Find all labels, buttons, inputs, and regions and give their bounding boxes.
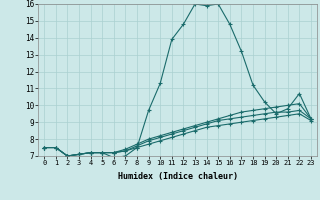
X-axis label: Humidex (Indice chaleur): Humidex (Indice chaleur)	[118, 172, 238, 181]
